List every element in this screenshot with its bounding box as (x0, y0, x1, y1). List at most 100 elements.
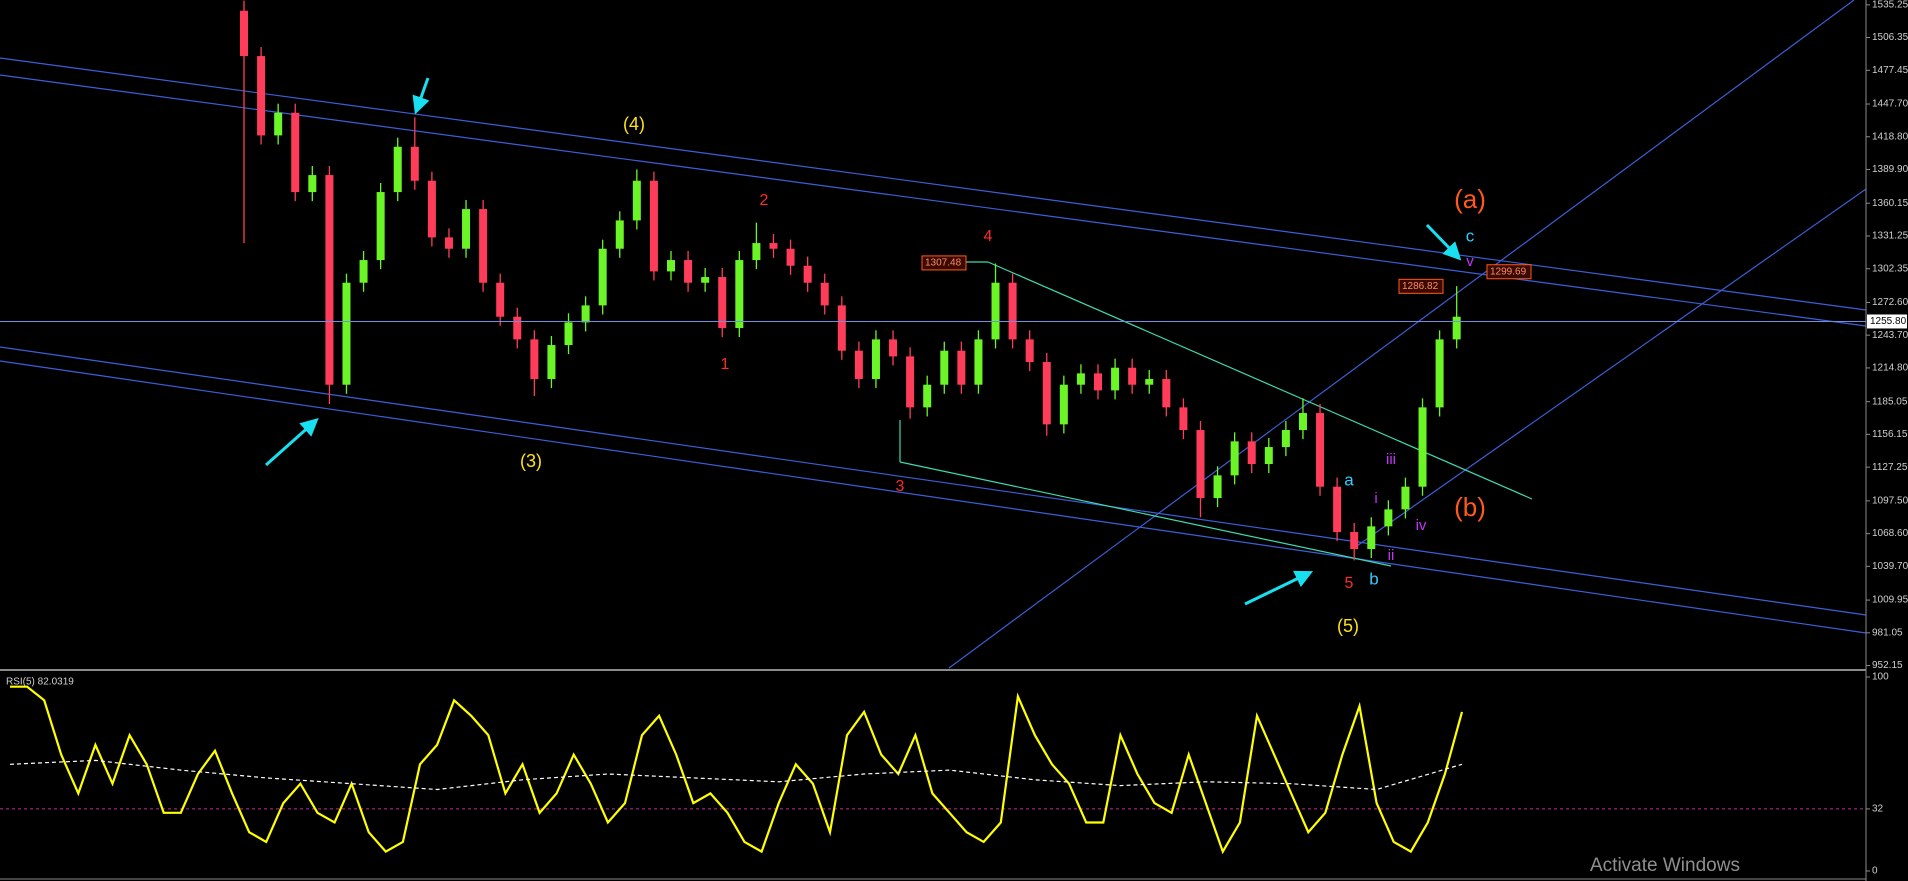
last-price-box (1867, 314, 1907, 329)
y-tick-label: 1243.70 (1872, 330, 1908, 341)
wave-label: 1 (721, 356, 730, 373)
candle-body (581, 305, 590, 323)
wave-label: (3) (520, 451, 542, 471)
candle-body (376, 192, 385, 261)
rsi-title: RSI(5) 82.0319 (6, 677, 74, 688)
candle-body (1264, 447, 1273, 465)
candle-body (513, 316, 522, 340)
wave-label: b (1369, 569, 1378, 588)
wave-label: (b) (1454, 492, 1486, 522)
candle-body (1179, 407, 1188, 431)
candle-body (427, 180, 436, 238)
candle-body (1316, 413, 1325, 487)
candle-body (410, 146, 419, 181)
candle-body (1452, 316, 1461, 340)
y-tick-label: 1039.70 (1872, 561, 1908, 572)
candle-body (1128, 367, 1137, 385)
y-tick-label: 1302.35 (1872, 263, 1908, 274)
y-tick-label: 1214.80 (1872, 363, 1908, 374)
candle-body (871, 339, 880, 380)
candle-body (1025, 339, 1034, 363)
candle-body (1076, 373, 1085, 385)
candle-body (444, 237, 453, 249)
candle-body (1367, 526, 1376, 550)
candle-body (940, 350, 949, 385)
wave-label: ii (1388, 547, 1395, 564)
candle-body (1401, 486, 1410, 510)
y-tick-label: 32 (1872, 804, 1884, 815)
price-tag-box (1398, 278, 1444, 294)
y-tick-label: 1097.50 (1872, 495, 1908, 506)
candle-body (462, 209, 471, 249)
candle-body (854, 350, 863, 380)
candle-body (1384, 509, 1393, 527)
candle-body (786, 248, 795, 266)
y-tick-label: 1068.60 (1872, 528, 1908, 539)
candle-body (752, 243, 761, 261)
candle-body (974, 339, 983, 385)
candle-body (393, 146, 402, 193)
wave-label: iv (1416, 517, 1427, 534)
candle-body (701, 277, 710, 283)
wave-label: 2 (760, 192, 769, 209)
candle-body (564, 322, 573, 346)
y-tick-label: 1331.25 (1872, 231, 1908, 242)
candle-body (769, 243, 778, 249)
candle-body (684, 260, 693, 283)
wave-label: (5) (1337, 616, 1359, 636)
y-tick-label: 1447.70 (1872, 99, 1908, 110)
candle-body (291, 112, 300, 193)
candle-body (257, 56, 266, 136)
wave-label: a (1344, 470, 1354, 489)
candle-body (820, 282, 829, 306)
wave-label: (a) (1454, 184, 1486, 214)
watermark: Activate Windows (1590, 855, 1740, 876)
candle-body (1162, 379, 1171, 408)
y-tick-label: 1418.80 (1872, 131, 1908, 142)
candle-body (923, 384, 932, 408)
candle-body (632, 180, 641, 221)
candle-body (615, 220, 624, 249)
candle-body (1350, 532, 1359, 550)
candle-body (1435, 339, 1444, 408)
price-tag-box (1486, 264, 1532, 280)
candle-body (547, 345, 556, 380)
wave-label: i (1374, 490, 1377, 507)
wave-label: (4) (623, 114, 645, 134)
candle-body (274, 112, 283, 136)
y-tick-label: 100 (1872, 672, 1889, 683)
price-tag-label: 1286.82 (1402, 281, 1439, 292)
wave-label: 4 (984, 228, 993, 245)
candle-body (359, 260, 368, 283)
candle-body (1418, 407, 1427, 487)
y-tick-label: 1535.25 (1872, 0, 1908, 10)
wave-label: 3 (896, 478, 905, 495)
y-tick-label: 1360.15 (1872, 198, 1908, 209)
candle-body (718, 277, 727, 329)
y-tick-label: 1009.95 (1872, 595, 1908, 606)
price-tag-label: 1307.48 (925, 258, 962, 269)
candle-body (1196, 430, 1205, 499)
y-tick-label: 981.05 (1872, 627, 1903, 638)
candle-body (1059, 384, 1068, 425)
wave-label: iii (1386, 451, 1396, 468)
y-tick-label: 1389.90 (1872, 164, 1908, 175)
candle-body (667, 260, 675, 272)
y-tick-label: 1477.45 (1872, 65, 1908, 76)
candle-body (957, 350, 966, 385)
candle-body (1094, 373, 1102, 391)
price-tag-label: 1299.69 (1490, 266, 1527, 277)
wave-label: c (1466, 226, 1475, 245)
candle-body (1298, 413, 1307, 431)
rsi-line (10, 685, 1464, 855)
candle-body (496, 282, 505, 317)
candle-body (1008, 282, 1017, 340)
candle-body (598, 248, 607, 306)
candle-body (240, 10, 248, 57)
candle-body (1213, 475, 1222, 499)
candle-body (906, 356, 915, 408)
candle-body (991, 282, 1000, 340)
y-tick-label: 1506.35 (1872, 32, 1908, 43)
